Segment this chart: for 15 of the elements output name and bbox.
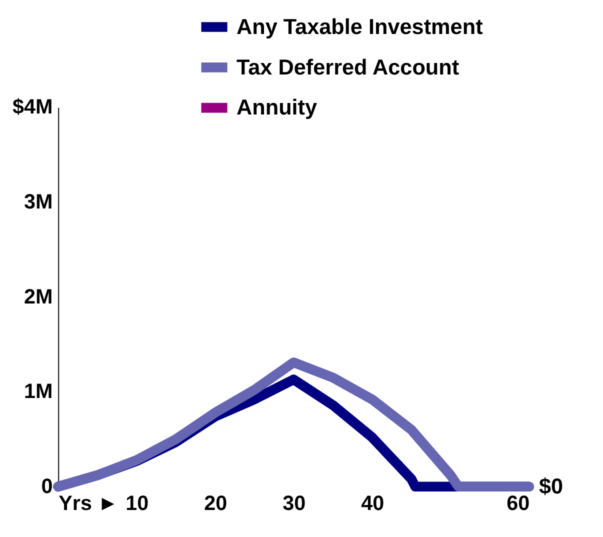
x-tick-label: 10 — [126, 492, 149, 515]
annotation: $0 — [538, 474, 564, 499]
y-tick-label: 1M — [24, 380, 53, 404]
x-tick-label: 60 — [506, 492, 530, 515]
x-tick-label: Yrs ► — [58, 492, 118, 515]
y-tick-label: 3M — [24, 190, 53, 214]
x-tick-label: 20 — [204, 492, 228, 515]
legend-label: Tax Deferred Account — [236, 54, 460, 80]
y-tick-label: 2M — [24, 285, 53, 308]
x-tick-label: 40 — [361, 492, 384, 515]
x-tick-label: 30 — [282, 492, 306, 515]
y-tick-label: 0 — [41, 475, 53, 498]
legend-label: Any Taxable Investment — [236, 14, 483, 39]
y-tick-label: $4M — [12, 96, 53, 119]
legend-label: Annuity — [236, 94, 318, 120]
